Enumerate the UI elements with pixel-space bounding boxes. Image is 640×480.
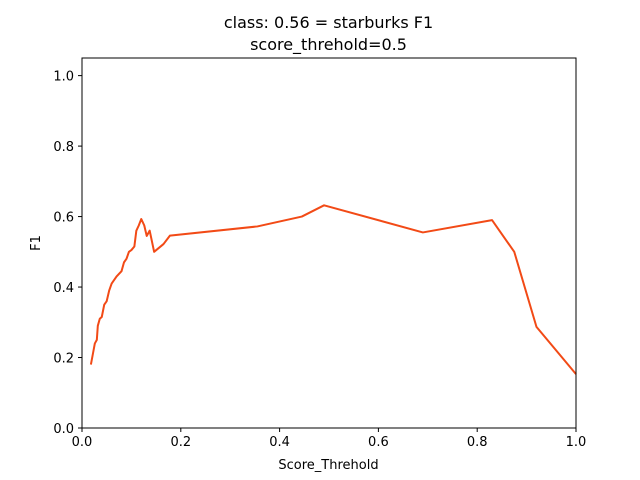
y-tick-label: 0.2 <box>53 352 74 367</box>
chart-subtitle: score_threhold=0.5 <box>250 35 407 55</box>
y-tick-label: 0.4 <box>53 281 74 296</box>
x-tick-label: 0.8 <box>467 435 488 450</box>
y-tick-label: 0.8 <box>53 140 74 155</box>
series-line-0 <box>89 204 577 375</box>
plot-frame <box>81 57 577 429</box>
x-tick-label: 0.2 <box>170 435 191 450</box>
y-tick-label: 1.0 <box>53 70 74 85</box>
x-tick-label: 0.0 <box>72 435 93 450</box>
y-tick-label: 0.6 <box>53 211 74 226</box>
x-tick-label: 0.6 <box>368 435 389 450</box>
chart-title: class: 0.56 = starburks F1 <box>224 13 433 32</box>
y-axis-label: F1 <box>29 235 44 251</box>
y-tick-label: 0.0 <box>53 422 74 437</box>
x-tick-label: 1.0 <box>566 435 587 450</box>
x-tick-label: 0.4 <box>269 435 290 450</box>
x-axis-label: Score_Threhold <box>278 458 378 473</box>
plot-area: 0.0 0.2 0.4 0.6 0.8 1.0 0.0 0.2 0.4 0.6 0.8 1.0 <box>53 57 587 450</box>
